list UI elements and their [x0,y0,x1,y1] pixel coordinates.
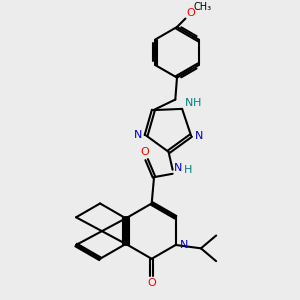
Text: N: N [134,130,142,140]
Text: N: N [173,163,182,173]
Text: O: O [141,147,149,157]
Text: H: H [193,98,202,108]
Text: N: N [185,98,194,108]
Text: H: H [184,165,192,175]
Text: O: O [187,8,196,18]
Text: N: N [195,130,204,140]
Text: CH₃: CH₃ [193,2,212,12]
Text: O: O [147,278,156,288]
Text: N: N [180,240,188,250]
